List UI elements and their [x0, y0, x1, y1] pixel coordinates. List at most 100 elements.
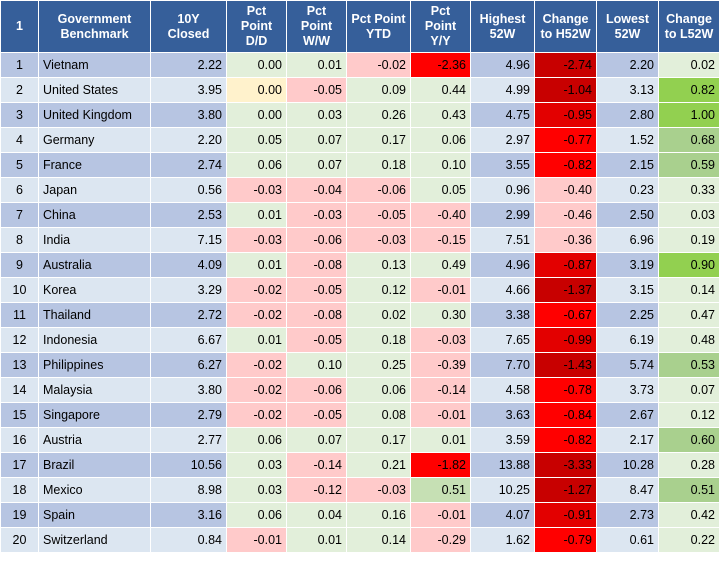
closed-yield: 2.53: [150, 202, 227, 228]
row-index: 14: [0, 377, 39, 403]
closed-yield: 2.74: [150, 152, 227, 178]
change-l52w: 0.82: [658, 77, 720, 103]
table-row: 2 United States 3.95 0.00 -0.05 0.09 0.44 4.99-…: [0, 77, 720, 103]
closed-yield: 3.80: [150, 102, 227, 128]
closed-yield: 6.67: [150, 327, 227, 353]
header-benchmark: Government Benchmark: [38, 0, 151, 53]
highest-52w: 10.25: [470, 477, 535, 503]
closed-yield: 3.95: [150, 77, 227, 103]
pct-ww: -0.04: [286, 177, 347, 203]
country-name: Indonesia: [38, 327, 151, 353]
pct-ww: -0.05: [286, 327, 347, 353]
change-h52w: -0.82: [534, 427, 597, 453]
highest-52w: 3.55: [470, 152, 535, 178]
header-lowest-52w: Lowest 52W: [596, 0, 659, 53]
bond-yield-table: 1 Government Benchmark 10Y Closed Pct Po…: [0, 0, 720, 553]
country-name: Philippines: [38, 352, 151, 378]
pct-ytd: 0.25: [346, 352, 411, 378]
country-name: Malaysia: [38, 377, 151, 403]
pct-ytd: -0.03: [346, 477, 411, 503]
pct-dd: 0.01: [226, 202, 287, 228]
pct-dd: 0.03: [226, 452, 287, 478]
header-pct-dd: Pct Point D/D: [226, 0, 287, 53]
pct-dd: -0.02: [226, 402, 287, 428]
change-h52w: -0.78: [534, 377, 597, 403]
highest-52w: 7.51: [470, 227, 535, 253]
pct-dd: 0.00: [226, 77, 287, 103]
pct-yy: 0.43: [410, 102, 471, 128]
pct-yy: 0.05: [410, 177, 471, 203]
highest-52w: 4.96: [470, 52, 535, 78]
pct-ytd: 0.09: [346, 77, 411, 103]
table-row: 16 Austria 2.77 0.06 0.07 0.17 0.01 3.59 -0.82 2.…: [0, 427, 720, 453]
change-h52w: -0.87: [534, 252, 597, 278]
pct-yy: 0.49: [410, 252, 471, 278]
pct-dd: -0.02: [226, 377, 287, 403]
pct-dd: -0.01: [226, 527, 287, 553]
closed-yield: 3.29: [150, 277, 227, 303]
header-change-l52w: Change to L52W: [658, 0, 720, 53]
pct-ww: 0.07: [286, 427, 347, 453]
closed-yield: 7.15: [150, 227, 227, 253]
closed-yield: 2.22: [150, 52, 227, 78]
closed-yield: 4.09: [150, 252, 227, 278]
row-index: 6: [0, 177, 39, 203]
change-h52w: -0.36: [534, 227, 597, 253]
highest-52w: 3.63: [470, 402, 535, 428]
change-l52w: 0.02: [658, 52, 720, 78]
pct-ww: 0.01: [286, 52, 347, 78]
pct-dd: 0.06: [226, 427, 287, 453]
pct-ytd: 0.17: [346, 127, 411, 153]
lowest-52w: 2.15: [596, 152, 659, 178]
table-row: 20 Switzerland 0.84 -0.01 0.01 0.14 -0.29 1.62-…: [0, 527, 720, 553]
lowest-52w: 6.19: [596, 327, 659, 353]
row-index: 3: [0, 102, 39, 128]
pct-yy: -0.39: [410, 352, 471, 378]
country-name: Austria: [38, 427, 151, 453]
pct-yy: 0.10: [410, 152, 471, 178]
change-l52w: 0.03: [658, 202, 720, 228]
pct-ww: -0.08: [286, 302, 347, 328]
pct-ww: -0.05: [286, 77, 347, 103]
pct-ww: 0.07: [286, 127, 347, 153]
country-name: Brazil: [38, 452, 151, 478]
row-index: 7: [0, 202, 39, 228]
highest-52w: 4.58: [470, 377, 535, 403]
table-row: 6 Japan 0.56 -0.03 -0.04 -0.06 0.05 0.96 -0.40 0.…: [0, 177, 720, 203]
table-row: 12 Indonesia 6.67 0.01 -0.05 0.18 -0.03 7.65 -0.…: [0, 327, 720, 353]
highest-52w: 2.99: [470, 202, 535, 228]
change-l52w: 0.47: [658, 302, 720, 328]
country-name: Thailand: [38, 302, 151, 328]
change-h52w: -0.79: [534, 527, 597, 553]
change-h52w: -0.67: [534, 302, 597, 328]
table-row: 5 France 2.74 0.06 0.07 0.18 0.10 3.55 -0.82 2.15…: [0, 152, 720, 178]
pct-dd: -0.02: [226, 352, 287, 378]
change-h52w: -0.84: [534, 402, 597, 428]
pct-yy: -0.01: [410, 277, 471, 303]
pct-dd: 0.05: [226, 127, 287, 153]
table-row: 7 China 2.53 0.01 -0.03 -0.05 -0.40 2.99 -0.46 2.…: [0, 202, 720, 228]
change-h52w: -0.99: [534, 327, 597, 353]
change-h52w: -0.91: [534, 502, 597, 528]
change-h52w: -1.37: [534, 277, 597, 303]
change-l52w: 0.07: [658, 377, 720, 403]
pct-yy: -0.29: [410, 527, 471, 553]
pct-yy: -0.15: [410, 227, 471, 253]
row-index: 13: [0, 352, 39, 378]
pct-ww: -0.05: [286, 402, 347, 428]
highest-52w: 4.66: [470, 277, 535, 303]
table-row: 14 Malaysia 3.80 -0.02 -0.06 0.06 -0.14 4.58 -0.…: [0, 377, 720, 403]
change-l52w: 0.59: [658, 152, 720, 178]
row-index: 9: [0, 252, 39, 278]
header-10y-closed: 10Y Closed: [150, 0, 227, 53]
lowest-52w: 10.28: [596, 452, 659, 478]
pct-yy: -0.01: [410, 402, 471, 428]
pct-yy: 0.06: [410, 127, 471, 153]
header-pct-yy: Pct Point Y/Y: [410, 0, 471, 53]
header-index: 1: [0, 0, 39, 53]
pct-ytd: -0.02: [346, 52, 411, 78]
lowest-52w: 8.47: [596, 477, 659, 503]
lowest-52w: 0.61: [596, 527, 659, 553]
closed-yield: 3.80: [150, 377, 227, 403]
row-index: 11: [0, 302, 39, 328]
